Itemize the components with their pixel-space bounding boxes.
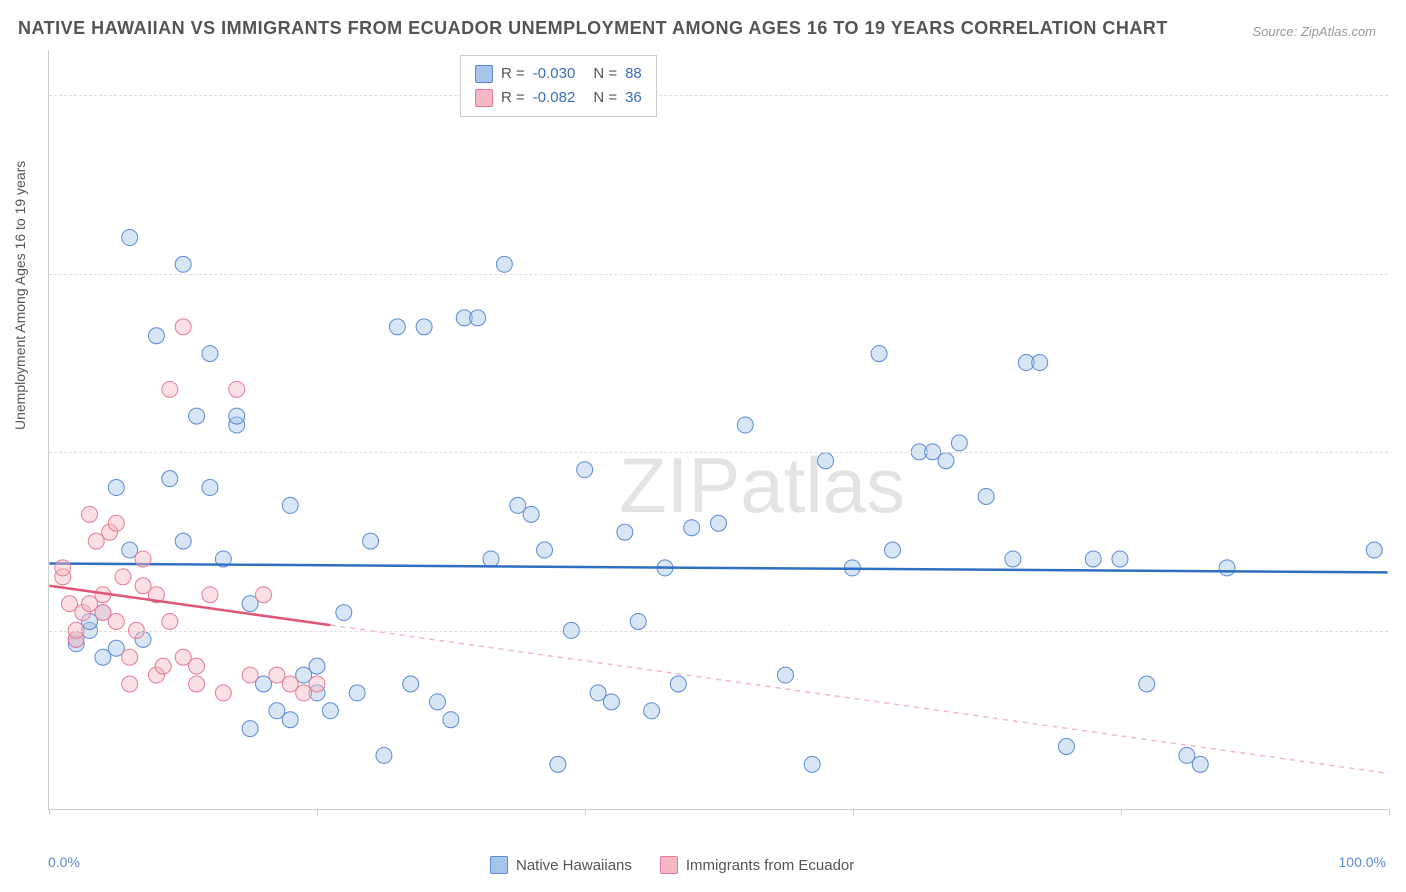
stats-row: R = -0.082 N = 36 <box>475 86 642 110</box>
legend-label: Immigrants from Ecuador <box>686 857 854 874</box>
series-swatch-icon <box>660 856 678 874</box>
chart-title: NATIVE HAWAIIAN VS IMMIGRANTS FROM ECUAD… <box>18 18 1168 39</box>
y-axis-label: Unemployment Among Ages 16 to 19 years <box>12 161 28 430</box>
plot-area: ZIPatlas 20.0%40.0%60.0%80.0% <box>48 50 1388 810</box>
series-swatch-icon <box>475 89 493 107</box>
scatter-svg <box>49 50 1388 809</box>
x-tick-end: 100.0% <box>1339 854 1386 870</box>
legend-item: Native Hawaiians <box>490 856 632 874</box>
series-swatch-icon <box>490 856 508 874</box>
series-swatch-icon <box>475 65 493 83</box>
stats-row: R = -0.030 N = 88 <box>475 62 642 86</box>
legend-item: Immigrants from Ecuador <box>660 856 854 874</box>
legend: Native Hawaiians Immigrants from Ecuador <box>490 856 854 874</box>
legend-label: Native Hawaiians <box>516 857 632 874</box>
correlation-chart: NATIVE HAWAIIAN VS IMMIGRANTS FROM ECUAD… <box>0 0 1406 892</box>
source-label: Source: ZipAtlas.com <box>1252 24 1376 39</box>
stats-legend: R = -0.030 N = 88 R = -0.082 N = 36 <box>460 55 657 117</box>
x-tick-start: 0.0% <box>48 854 80 870</box>
